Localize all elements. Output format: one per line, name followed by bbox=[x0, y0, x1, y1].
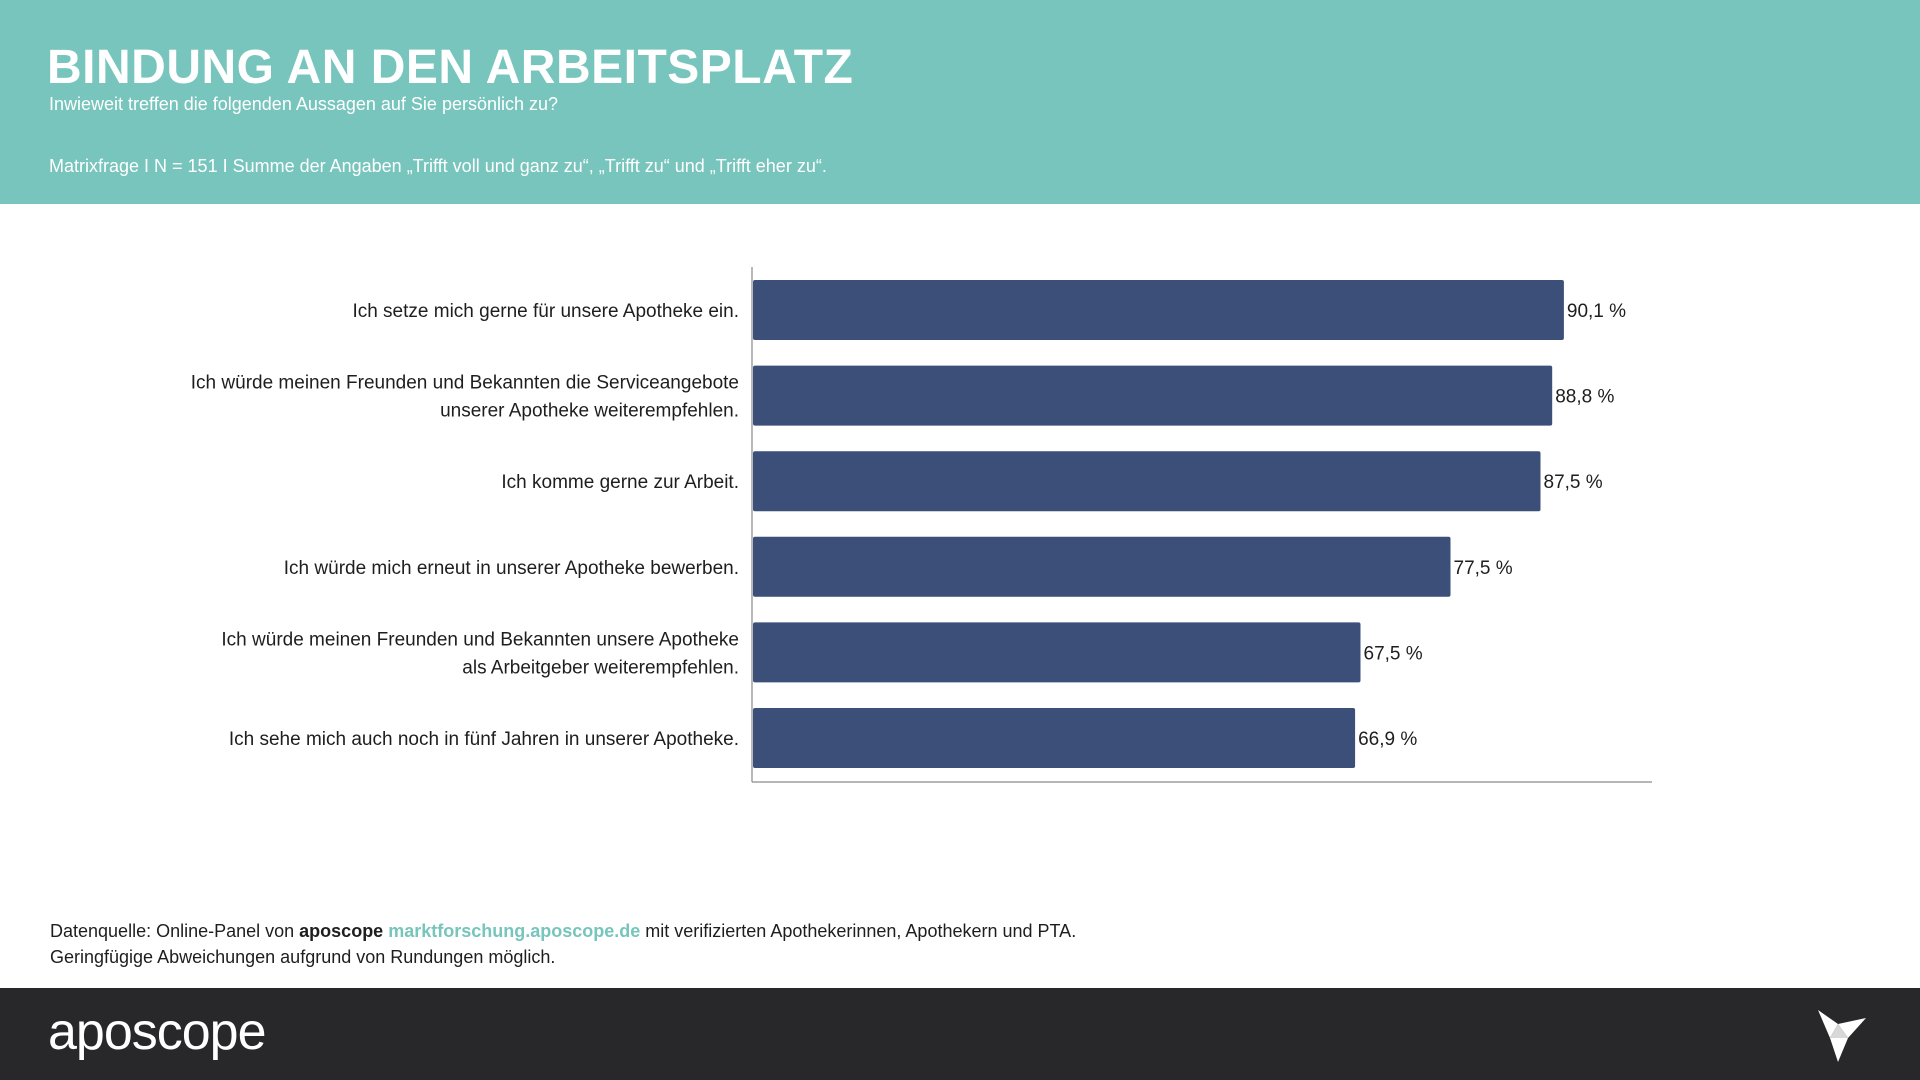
value-label-4: 77,5 % bbox=[1454, 558, 1513, 579]
category-label-4: Ich würde mich erneut in unserer Apothek… bbox=[284, 558, 739, 579]
data-source-line: Datenquelle: Online-Panel von aposcope m… bbox=[50, 918, 1076, 944]
category-label-5: Ich würde meinen Freunden und Bekannten … bbox=[221, 629, 739, 678]
data-source-prefix: Datenquelle: Online-Panel von bbox=[50, 921, 300, 941]
data-source-brand: aposcope bbox=[299, 921, 384, 941]
category-label-3: Ich komme gerne zur Arbeit. bbox=[501, 472, 739, 493]
value-label-5: 67,5 % bbox=[1364, 643, 1423, 664]
category-label-line: als Arbeitgeber weiterempfehlen. bbox=[462, 657, 739, 678]
footer-bar: aposcope bbox=[0, 988, 1920, 1080]
category-label-line: Ich komme gerne zur Arbeit. bbox=[501, 472, 739, 493]
data-source-note: Datenquelle: Online-Panel von aposcope m… bbox=[50, 918, 1076, 970]
bar-1 bbox=[753, 280, 1564, 340]
category-label-line: Ich würde meinen Freunden und Bekannten … bbox=[221, 629, 739, 650]
method-note: Matrixfrage I N = 151 I Summe der Angabe… bbox=[49, 156, 827, 176]
category-label-6: Ich sehe mich auch noch in fünf Jahren i… bbox=[229, 729, 739, 750]
aposcope-logo: aposcope bbox=[48, 1003, 267, 1061]
category-label-line: Ich würde mich erneut in unserer Apothek… bbox=[284, 558, 739, 579]
category-label-line: Ich setze mich gerne für unsere Apotheke… bbox=[352, 301, 739, 322]
value-label-1: 90,1 % bbox=[1567, 301, 1626, 322]
value-label-2: 88,8 % bbox=[1555, 387, 1614, 408]
origami-bird-icon bbox=[1818, 1010, 1866, 1062]
bar-4 bbox=[753, 536, 1451, 597]
bar-3 bbox=[753, 451, 1541, 512]
value-label-6: 66,9 % bbox=[1358, 729, 1417, 750]
bar-5 bbox=[753, 622, 1361, 683]
category-label-line: Ich sehe mich auch noch in fünf Jahren i… bbox=[229, 729, 739, 750]
header-banner: BINDUNG AN DEN ARBEITSPLATZ Inwieweit tr… bbox=[0, 0, 1920, 204]
category-label-1: Ich setze mich gerne für unsere Apotheke… bbox=[352, 301, 739, 322]
category-label-line: unserer Apotheke weiterempfehlen. bbox=[440, 401, 739, 422]
data-source-link[interactable]: marktforschung.aposcope.de bbox=[388, 921, 641, 941]
value-label-3: 87,5 % bbox=[1544, 472, 1603, 493]
page-title: BINDUNG AN DEN ARBEITSPLATZ bbox=[47, 41, 854, 94]
data-source-suffix: mit verifizierten Apothekerinnen, Apothe… bbox=[640, 921, 1077, 941]
category-label-2: Ich würde meinen Freunden und Bekannten … bbox=[191, 373, 739, 422]
category-label-line: Ich würde meinen Freunden und Bekannten … bbox=[191, 373, 739, 394]
bar-6 bbox=[753, 708, 1356, 768]
rounding-note: Geringfügige Abweichungen aufgrund von R… bbox=[50, 947, 556, 967]
bar-2 bbox=[753, 365, 1553, 426]
page-subtitle: Inwieweit treffen die folgenden Aussagen… bbox=[49, 94, 559, 114]
